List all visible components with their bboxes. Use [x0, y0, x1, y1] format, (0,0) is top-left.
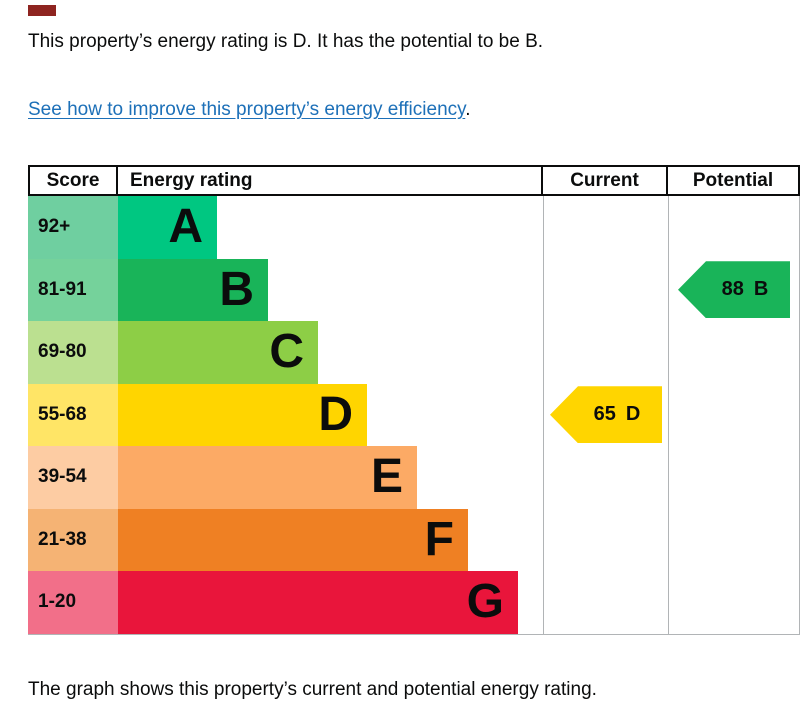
current-cell: [543, 321, 668, 384]
current-cell: [543, 196, 668, 259]
improve-efficiency-link[interactable]: See how to improve this property’s energ…: [28, 99, 466, 120]
potential-cell: [668, 321, 800, 384]
band-row-b: 81-91 B 88 B: [28, 258, 800, 321]
score-cell: 21-38: [28, 508, 118, 571]
epc-table-header: Score Energy rating Current Potential: [28, 165, 800, 196]
band-letter: A: [168, 200, 203, 254]
energy-cell: B: [118, 258, 543, 321]
header-energy-rating: Energy rating: [118, 167, 543, 194]
potential-cell: [668, 446, 800, 509]
epc-chart: Score Energy rating Current Potential 92…: [28, 165, 800, 635]
current-score: 65: [593, 403, 616, 426]
energy-cell: A: [118, 196, 543, 259]
improve-link-line: See how to improve this property’s energ…: [28, 97, 471, 123]
score-cell: 1-20: [28, 571, 118, 634]
band-letter: B: [219, 262, 254, 316]
band-row-c: 69-80 C: [28, 321, 800, 384]
current-rating-arrow: 65 D: [550, 386, 662, 444]
current-cell: [543, 571, 668, 634]
current-cell: [543, 258, 668, 321]
band-bar-e: E: [118, 446, 417, 509]
score-cell: 55-68: [28, 383, 118, 446]
energy-cell: C: [118, 321, 543, 384]
energy-cell: E: [118, 446, 543, 509]
energy-cell: G: [118, 571, 543, 634]
band-row-a: 92+ A: [28, 196, 800, 259]
band-bar-c: C: [118, 321, 318, 384]
score-cell: 81-91: [28, 258, 118, 321]
potential-cell: [668, 196, 800, 259]
red-marker: [28, 5, 56, 16]
current-cell: 65 D: [543, 383, 668, 446]
potential-rating-arrow: 88 B: [678, 261, 790, 319]
potential-cell: [668, 571, 800, 634]
band-letter: D: [318, 387, 353, 441]
header-current: Current: [543, 167, 668, 194]
potential-band: B: [753, 278, 769, 301]
band-letter: G: [466, 575, 504, 629]
header-potential: Potential: [668, 167, 800, 194]
band-row-d: 55-68 D 65 D: [28, 383, 800, 446]
current-cell: [543, 508, 668, 571]
score-cell: 69-80: [28, 321, 118, 384]
band-bar-d: D: [118, 383, 367, 446]
band-bar-a: A: [118, 196, 217, 259]
band-row-f: 21-38 F: [28, 508, 800, 571]
band-bar-g: G: [118, 571, 518, 634]
energy-cell: D: [118, 383, 543, 446]
potential-score: 88: [721, 278, 744, 301]
current-band: D: [625, 403, 641, 426]
energy-cell: F: [118, 508, 543, 571]
intro-text: This property’s energy rating is D. It h…: [28, 31, 544, 52]
potential-cell: [668, 508, 800, 571]
band-letter: C: [269, 325, 304, 379]
header-score: Score: [28, 167, 118, 194]
potential-cell: [668, 383, 800, 446]
band-row-e: 39-54 E: [28, 446, 800, 509]
potential-cell: 88 B: [668, 258, 800, 321]
footer-text: The graph shows this property’s current …: [28, 679, 597, 700]
band-bar-f: F: [118, 508, 468, 571]
band-letter: E: [370, 450, 403, 504]
score-cell: 92+: [28, 196, 118, 259]
current-cell: [543, 446, 668, 509]
epc-table-body: 92+ A 81-91 B 88 B 69-80 C 55-68 D 65 D 39-54 E 21-38 F…: [28, 196, 800, 635]
score-cell: 39-54: [28, 446, 118, 509]
band-bar-b: B: [118, 258, 268, 321]
band-letter: F: [424, 512, 454, 566]
band-row-g: 1-20 G: [28, 571, 800, 634]
link-suffix: .: [465, 99, 471, 120]
